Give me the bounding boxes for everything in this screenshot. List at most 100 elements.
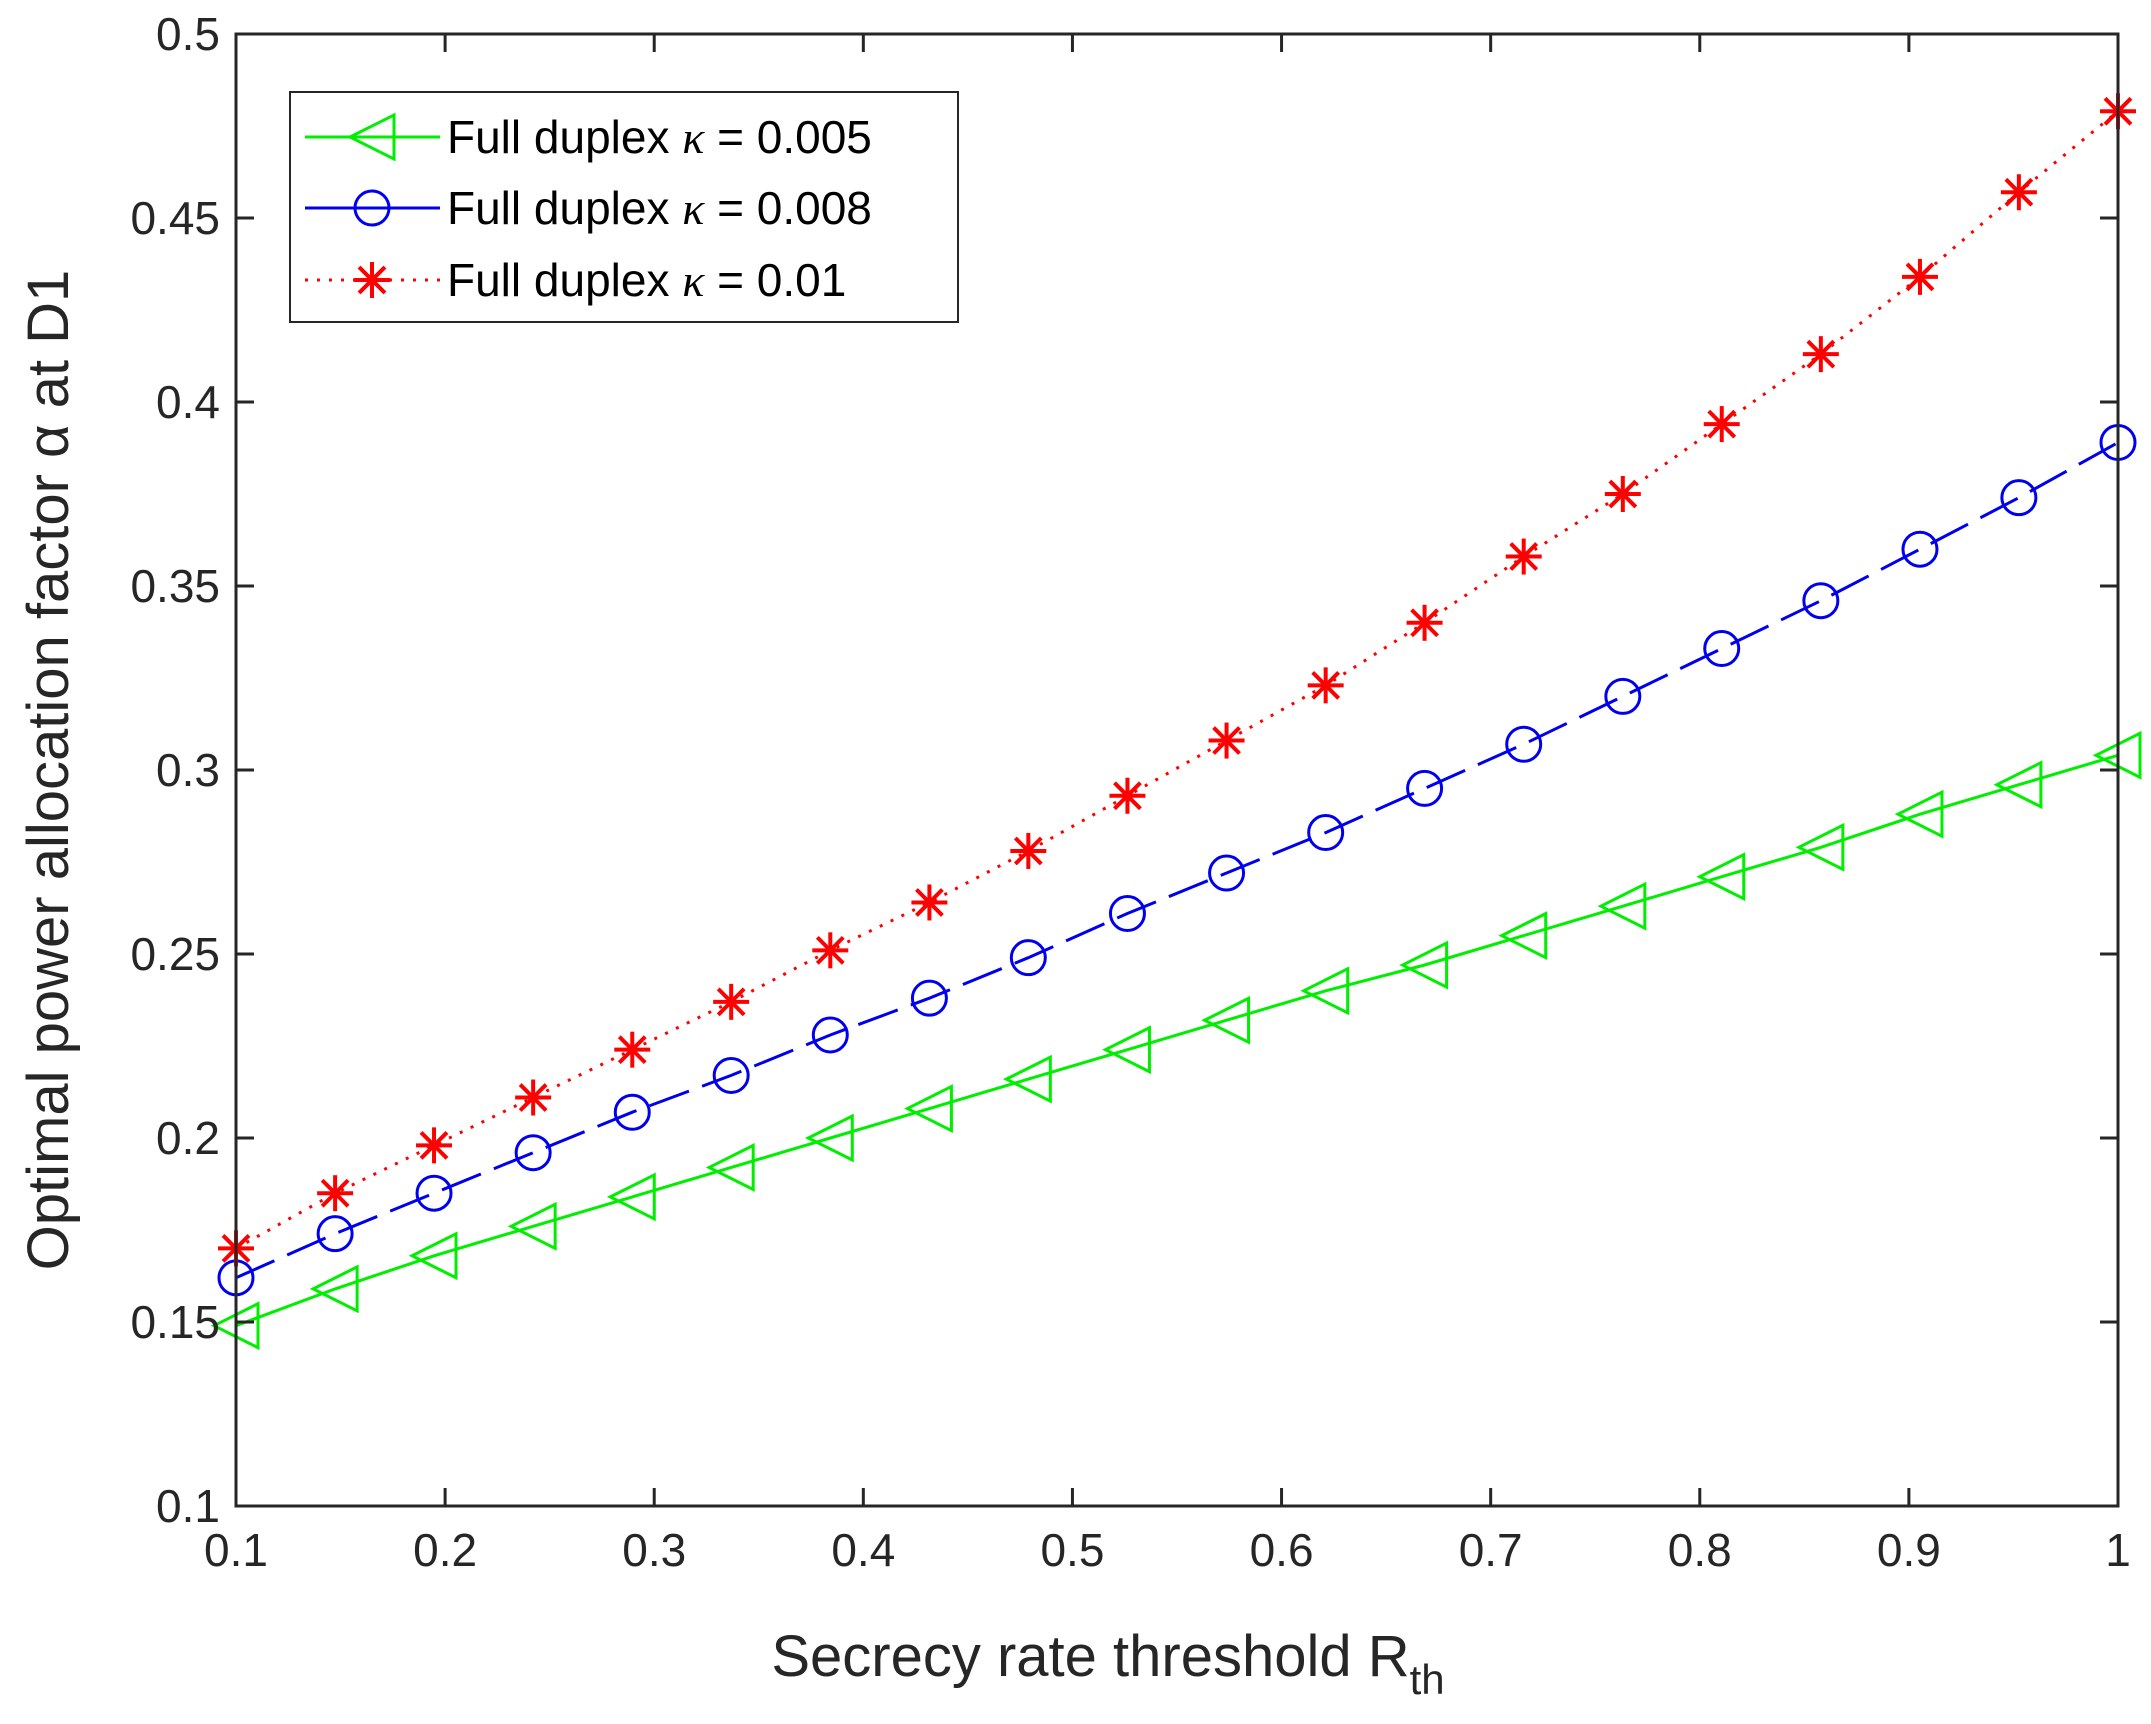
legend-label-suffix: = 0.01 [704,254,846,306]
x-tick-label: 0.2 [413,1524,477,1576]
data-point-asterisk [713,983,750,1020]
data-point-asterisk [1703,406,1740,443]
x-tick-label: 0.7 [1459,1524,1523,1576]
y-tick-label: 0.45 [130,192,220,244]
data-point-triangle [346,112,396,162]
legend-entry-kappa-0.005: Full duplex κ = 0.005 [305,111,872,163]
data-point-asterisk [515,1079,552,1116]
data-point-circle [514,1134,552,1172]
data-point-triangle [705,1143,755,1192]
data-point-triangle [1399,940,1449,990]
data-point-circle [1307,814,1345,852]
x-tick-label: 0.8 [1668,1524,1732,1576]
data-point-asterisk [1604,476,1641,512]
data-point-circle [613,1093,651,1131]
x-tick-label: 0.3 [622,1524,686,1576]
series-asterisk [218,93,2136,1267]
legend: Full duplex κ = 0.005 Full duplex κ = 0.… [289,91,959,323]
data-point-asterisk [812,932,849,969]
data-point-triangle [507,1201,557,1251]
series-line [235,753,2119,1328]
data-point-triangle [606,1172,656,1222]
data-point-circle [1505,725,1543,763]
x-tick-label: 0.9 [1877,1524,1941,1576]
y-tick-label: 0.4 [156,376,220,428]
data-point-triangle [1102,1025,1151,1075]
data-point-circle [1009,939,1047,977]
data-point-circle [1901,530,1939,568]
x-axis-title: Secrecy rate threshold Rth [771,1624,1444,1703]
data-point-triangle [1201,995,1251,1045]
series-line [235,110,2119,1250]
x-tick-label: 1 [2105,1524,2131,1576]
data-point-circle [910,979,948,1017]
x-tick-label: 0.5 [1040,1524,1104,1576]
x-tick-label: 0.6 [1250,1524,1314,1576]
series-layer [210,93,2142,1351]
data-point-asterisk [354,262,390,298]
data-point-asterisk [416,1127,453,1164]
legend-label-prefix: Full duplex [447,111,682,163]
data-point-asterisk [1802,336,1839,373]
data-point-triangle [1498,911,1548,961]
kappa-symbol: κ [682,183,705,234]
data-point-asterisk [1208,722,1245,759]
data-point-asterisk [1307,667,1344,704]
data-point-circle [1802,582,1840,620]
data-point-triangle [408,1231,458,1281]
kappa-symbol: κ [682,255,705,306]
data-point-triangle [1696,852,1746,902]
data-point-asterisk [2000,174,2037,211]
data-point-triangle [1795,822,1845,872]
data-point-triangle [804,1113,854,1163]
data-point-asterisk [1505,538,1542,575]
x-tick-label: 0.4 [831,1524,895,1576]
legend-marker-circle [353,189,391,227]
data-point-circle [811,1016,849,1054]
data-point-triangle [1002,1054,1052,1104]
data-point-asterisk [1901,258,1938,295]
ticks-layer: 0.1 0.2 0.3 0.4 0.5 0.6 0.7 0.8 0.9 1 0.1 0.15 0.2 0.… [130,8,2130,1576]
data-point-triangle [904,1084,953,1133]
data-point-asterisk [317,1175,354,1212]
data-point-triangle [1300,966,1350,1016]
data-point-circle [1406,769,1444,807]
legend-label-kappa-0.005: Full duplex κ = 0.005 [447,111,872,163]
data-point-circle [1703,630,1741,668]
data-point-circle [712,1056,750,1094]
y-tick-label: 0.35 [130,560,220,612]
data-point-triangle [1597,881,1647,931]
data-point-circle [1108,895,1146,933]
y-tick-label: 0.1 [156,1480,220,1532]
y-tick-label: 0.5 [156,8,220,60]
legend-label-prefix: Full duplex [447,254,682,306]
y-tick-label: 0.2 [156,1112,220,1164]
data-point-asterisk [614,1031,651,1068]
y-axis-title: Optimal power allocation factor α at D1 [16,270,81,1271]
data-point-circle [1604,677,1642,715]
data-point-asterisk [1406,604,1443,641]
legend-marker-asterisk [354,262,390,298]
y-tick-label: 0.25 [130,928,220,980]
data-point-circle [1208,854,1246,892]
legend-label-kappa-0.008: Full duplex κ = 0.008 [447,182,872,234]
data-point-circle [415,1174,453,1212]
legend-label-prefix: Full duplex [447,182,682,234]
y-tick-label: 0.15 [130,1296,220,1348]
data-point-asterisk [911,884,948,921]
legend-entry-kappa-0.008: Full duplex κ = 0.008 [305,182,872,234]
legend-marker-triangle [346,112,396,162]
y-tick-label: 0.3 [156,744,220,796]
legend-label-suffix: = 0.008 [704,182,872,234]
legend-entry-kappa-0.01: Full duplex κ = 0.01 [305,254,846,306]
data-point-triangle [1993,760,2043,810]
x-axis-title-main: Secrecy rate threshold R [771,1624,1409,1689]
data-point-asterisk [1010,832,1047,869]
data-point-triangle [309,1264,359,1314]
legend-label-kappa-0.01: Full duplex κ = 0.01 [447,254,846,306]
series-triangle-left [210,730,2142,1351]
x-axis-title-subscript: th [1410,1656,1445,1703]
data-point-asterisk [1109,777,1146,814]
x-tick-label: 0.1 [204,1524,268,1576]
